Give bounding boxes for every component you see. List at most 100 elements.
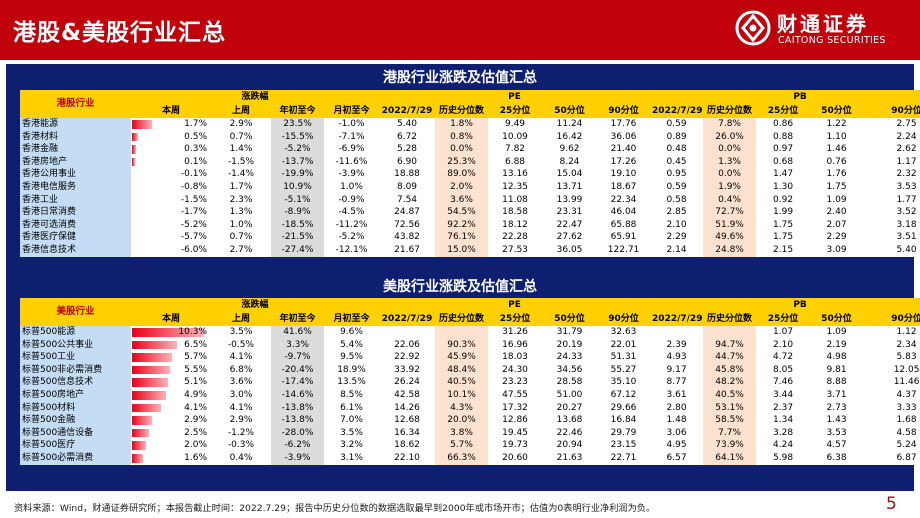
weekly-change-cell: -0.1%: [131, 168, 211, 181]
table-row: 标普500通信设备 2.5% -1.2% -28.0% 3.5% 16.34 3.8% 19.…: [20, 426, 920, 440]
weekly-change-cell: 4.1%: [131, 402, 211, 415]
value-pb25: 2.10: [773, 339, 794, 350]
weekly-change-cell: 4.9%: [131, 389, 211, 402]
value-pe90: 17.76: [610, 119, 637, 129]
us-section-title: 美股行业涨跌及估值汇总: [383, 279, 537, 295]
value-pb25: 1.34: [773, 415, 794, 426]
value-pe50: 8.24: [559, 156, 580, 167]
value-pw: 3.5%: [229, 327, 253, 337]
header-row-groups: 美股行业 涨跌幅 PE PB: [20, 298, 920, 326]
value-pb25: 0.88: [773, 131, 794, 142]
weekly-change-bar: [132, 428, 150, 438]
value-pe25: 18.12: [502, 219, 528, 230]
value-pbp: 0.0%: [703, 143, 757, 156]
value-pb: 4.95: [666, 440, 687, 451]
value-pe90: 18.67: [610, 181, 637, 192]
value-pb90: 5.83: [896, 352, 917, 363]
value-mtd: -11.2%: [335, 219, 368, 230]
value-pb: 2.10: [666, 219, 687, 230]
value-pb: 0.59: [666, 181, 687, 192]
value-pbp: 0.0%: [703, 168, 757, 181]
value-mtd: 3.2%: [340, 440, 363, 451]
value-pb25: 7.46: [773, 377, 794, 388]
weekly-change-bar: [132, 416, 153, 425]
group-header-pe: PE: [379, 298, 651, 312]
value-pbp: 48.2%: [703, 376, 757, 389]
value-pe50: 36.05: [556, 244, 583, 255]
value-ytd: -5.1%: [271, 193, 324, 207]
value-pep: 1.8%: [435, 118, 489, 131]
header-row-columns: 本周 上周 年初至今 月初至今 2022/7/29 历史分位数 25分位 50分位 90分位 20…: [20, 104, 920, 118]
value-pb50: 1.22: [826, 119, 847, 129]
value-pep: 89.0%: [435, 168, 489, 181]
value-pe50: 20.94: [556, 440, 583, 451]
value-pw: 0.4%: [229, 452, 253, 463]
value-pe25: 10.09: [502, 131, 528, 142]
value-pe: 21.67: [394, 244, 420, 255]
value-pbp: 58.5%: [703, 414, 757, 427]
table-tag: 美股行业: [20, 298, 131, 326]
value-ytd: 3.3%: [271, 338, 324, 352]
weekly-change-bar: [132, 340, 178, 350]
weekly-change-cell: 1.6%: [131, 452, 211, 465]
table-row: 香港公用事业 -0.1% -1.4% -19.9% -3.9% 18.88 89.0% 13.…: [20, 168, 920, 181]
value-ytd: -13.8%: [271, 414, 324, 427]
value-pb: 0.58: [666, 194, 687, 205]
value-pe: 18.62: [394, 440, 420, 451]
value-pb50: 3.09: [826, 244, 847, 255]
value-pep: 0.0%: [435, 143, 489, 156]
industry-name: 香港金融: [20, 143, 131, 156]
value-pb: 4.93: [666, 352, 687, 363]
column-header: 90分位: [597, 104, 651, 118]
value-pb90: 1.68: [896, 415, 917, 426]
value-pb90: 2.34: [896, 339, 917, 350]
industry-name: 标普500公共事业: [20, 338, 131, 352]
column-header: 2022/7/29: [379, 104, 436, 118]
value-pep: 92.2%: [435, 218, 489, 232]
value-pe90: 55.27: [610, 364, 637, 375]
value-pe50: 31.79: [556, 327, 583, 337]
value-pb: 2.39: [666, 339, 687, 350]
value-pb25: 3.28: [773, 427, 794, 438]
value-pb90: 3.33: [896, 402, 917, 413]
value-pe: 42.58: [394, 389, 420, 400]
hk-section-title: 港股行业涨跌及估值汇总: [383, 70, 537, 86]
value-pe: [379, 326, 435, 339]
column-header: 25分位: [488, 312, 543, 326]
value-pep: 3.6%: [435, 193, 489, 207]
value-pb90: 3.52: [896, 207, 917, 218]
value-pb90: 12.05: [893, 364, 920, 375]
column-header: 25分位: [488, 104, 543, 118]
weekly-change-cell: 5.1%: [131, 376, 211, 389]
value-pw: 6.8%: [229, 364, 253, 375]
value-pw: -1.2%: [227, 427, 255, 438]
value-pb90: 6.87: [896, 452, 917, 463]
weekly-change-bar: [132, 353, 172, 362]
value-pe: 6.72: [396, 131, 418, 142]
value-pb50: 2.40: [826, 207, 847, 218]
value-pe: 5.28: [396, 144, 418, 155]
value-pb: 6.57: [666, 452, 687, 463]
value-pe: 33.92: [394, 364, 420, 375]
value-pw: 4.1%: [229, 352, 253, 363]
value-pe90: 36.06: [610, 131, 637, 142]
value-pe25: 18.03: [502, 352, 528, 363]
value-pb90: 11.46: [893, 377, 920, 388]
table-row: 香港可选消费 -5.2% 1.0% -18.5% -11.2% 72.56 92.2% 18.…: [20, 218, 920, 232]
value-pb50: 2.73: [826, 402, 847, 413]
value-pb50: 4.57: [826, 440, 847, 451]
value-pb90: 5.40: [896, 244, 917, 255]
weekly-change-value: 5.5%: [184, 364, 207, 375]
weekly-change-value: -5.7%: [180, 232, 207, 243]
value-pe90: 65.88: [610, 219, 637, 230]
table-row: 香港工业 -1.5% 2.3% -5.1% -0.9% 7.54 3.6% 11.08 13.9…: [20, 193, 920, 207]
value-pb50: 3.53: [826, 427, 847, 438]
value-pb50: 1.09: [826, 194, 847, 205]
weekly-change-bar: [132, 145, 136, 154]
column-header: 50分位: [542, 104, 598, 118]
value-pbp: 40.5%: [703, 388, 757, 402]
value-pe90: 122.71: [607, 244, 640, 255]
value-ytd: -13.8%: [271, 401, 324, 415]
value-pb50: 4.98: [826, 352, 847, 363]
weekly-change-cell: 0.3%: [131, 143, 211, 156]
